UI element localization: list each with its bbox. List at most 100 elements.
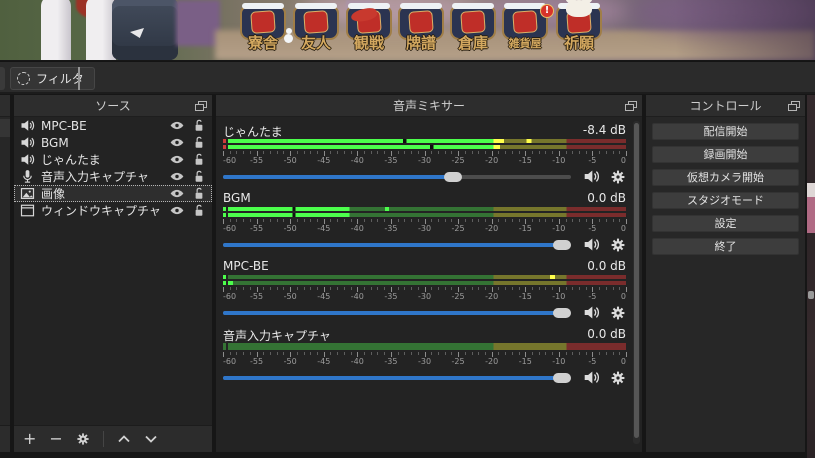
visibility-eye-icon[interactable] (169, 186, 185, 201)
tick-mark (511, 352, 513, 355)
visibility-eye-icon[interactable] (169, 118, 185, 133)
unlock-icon[interactable] (191, 118, 207, 133)
speaker-mute-button[interactable] (583, 304, 600, 321)
tick-mark (612, 151, 614, 154)
tick-mark (605, 219, 607, 222)
channel-settings-gear-button[interactable] (610, 169, 626, 185)
image-icon (20, 186, 35, 201)
toolbar-partial-button[interactable] (0, 67, 5, 90)
meter-row (223, 343, 626, 350)
tick-mark (484, 287, 486, 290)
remove-source-button[interactable]: − (49, 429, 63, 448)
tick-mark (350, 151, 352, 154)
channel-settings-gear-button[interactable] (610, 370, 626, 386)
channel-settings-gear-button[interactable] (610, 305, 626, 321)
popout-icon[interactable] (788, 101, 800, 111)
source-row[interactable]: ウィンドウキャプチャ (14, 202, 212, 219)
unlock-icon[interactable] (191, 203, 207, 218)
popout-icon[interactable] (195, 101, 207, 111)
snowman-icon (284, 28, 293, 43)
game-menu-badge[interactable]: 倉庫 (447, 3, 499, 53)
badge-label: 倉庫 (457, 34, 488, 52)
exit-button[interactable]: 終了 (652, 238, 799, 255)
unlock-icon[interactable] (191, 135, 207, 150)
unlock-icon[interactable] (191, 152, 207, 167)
move-source-up-button[interactable] (117, 432, 131, 446)
badge-emblem (460, 10, 486, 34)
scrollbar-handle[interactable] (634, 123, 639, 438)
scene-row[interactable] (0, 119, 10, 137)
slider-handle[interactable] (553, 307, 571, 318)
tick-mark (270, 219, 272, 222)
speaker-mute-button[interactable] (583, 236, 600, 253)
speaker-mute-button[interactable] (583, 369, 600, 386)
tick-mark (343, 219, 345, 222)
tick-mark (498, 151, 500, 154)
source-properties-button[interactable] (76, 432, 90, 446)
move-source-down-button[interactable] (144, 432, 158, 446)
meter-ticks (223, 287, 627, 292)
scale-label: -50 (283, 224, 297, 233)
tick-mark (612, 287, 614, 290)
unlock-icon[interactable] (191, 186, 207, 201)
tick-mark (236, 151, 238, 154)
source-row[interactable]: 音声入力キャプチャ (14, 168, 212, 185)
add-source-button[interactable]: + (23, 429, 37, 448)
toolbar-splitter[interactable] (78, 67, 80, 90)
start-virtual-camera-button[interactable]: 仮想カメラ開始 (652, 169, 799, 186)
tick-mark (572, 151, 574, 154)
source-row[interactable]: BGM (14, 134, 212, 151)
start-streaming-button[interactable]: 配信開始 (652, 123, 799, 140)
game-menu-badge[interactable]: 友人 (290, 3, 342, 53)
tick-mark (397, 352, 399, 355)
visibility-eye-icon[interactable] (169, 203, 185, 218)
scene-preview[interactable]: 寮舎 友人 観戦 牌譜 倉庫 雑貨屋! 祈願 (0, 0, 815, 60)
source-label: 画像 (41, 187, 66, 201)
speaker-mute-button[interactable] (583, 168, 600, 185)
snow-cap (295, 3, 337, 9)
tick-mark (424, 219, 426, 224)
visibility-eye-icon[interactable] (169, 152, 185, 167)
tick-mark (592, 352, 594, 357)
tick-mark (276, 151, 278, 154)
popout-icon[interactable] (625, 101, 637, 111)
volume-slider[interactable] (223, 171, 571, 182)
volume-slider[interactable] (223, 239, 571, 250)
volume-slider[interactable] (223, 307, 571, 318)
start-recording-button[interactable]: 録画開始 (652, 146, 799, 163)
slider-handle[interactable] (553, 372, 571, 383)
slider-handle[interactable] (553, 239, 571, 250)
visibility-eye-icon[interactable] (169, 135, 185, 150)
scale-label: -25 (451, 292, 465, 301)
volume-slider[interactable] (223, 372, 571, 383)
scale-label: -50 (283, 357, 297, 366)
tick-mark (464, 219, 466, 222)
source-label: ウィンドウキャプチャ (41, 204, 161, 218)
settings-button[interactable]: 設定 (652, 215, 799, 232)
tick-mark (511, 219, 513, 222)
unlock-icon[interactable] (191, 169, 207, 184)
tick-mark (323, 151, 325, 156)
game-menu-badge[interactable]: 寮舎 (237, 3, 293, 53)
source-row[interactable]: じゃんたま (14, 151, 212, 168)
studio-mode-button[interactable]: スタジオモード (652, 192, 799, 209)
source-row[interactable]: MPC-BE (14, 117, 212, 134)
game-menu-badge[interactable]: 雑貨屋! (499, 3, 554, 53)
game-menu-badge[interactable]: 牌譜 (395, 3, 447, 53)
channel-name: MPC-BE (223, 259, 269, 273)
game-menu-badge[interactable]: 祈願 (553, 0, 605, 53)
source-label: BGM (41, 135, 69, 150)
source-row[interactable]: 画像 (14, 185, 212, 202)
channel-settings-gear-button[interactable] (610, 237, 626, 253)
tick-mark (578, 352, 580, 355)
game-menu-badge[interactable]: 観戦 (343, 3, 395, 53)
tick-mark (243, 219, 245, 222)
scale-label: -55 (250, 224, 264, 233)
filters-button[interactable]: フィルタ (10, 67, 95, 90)
visibility-eye-icon[interactable] (169, 169, 185, 184)
slider-handle[interactable] (443, 171, 462, 182)
tick-mark (417, 352, 419, 355)
badge-label: 牌譜 (405, 34, 436, 52)
tick-mark (303, 219, 305, 222)
source-toolbar: フィルタ (0, 61, 815, 94)
